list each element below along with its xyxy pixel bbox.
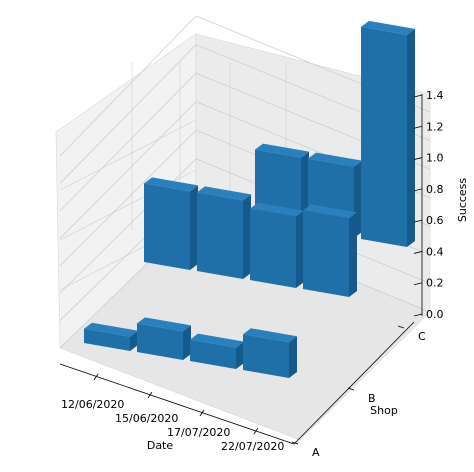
bar-side <box>183 325 191 360</box>
bar-b-17-07-2020 <box>250 202 304 288</box>
bar-c-22-07-2020 <box>361 20 415 247</box>
bar-side <box>349 212 357 297</box>
z-tick-label: 0.8 <box>426 183 444 196</box>
z-tick-label: 1.2 <box>426 120 444 133</box>
x-tick-label: 22/07/2020 <box>221 440 284 453</box>
y-tick-label: B <box>368 392 376 405</box>
z-tick-mark <box>413 219 423 223</box>
bar-side <box>243 194 251 279</box>
z-tick-mark <box>413 94 423 98</box>
bar-side <box>130 330 138 351</box>
z-gridline <box>59 15 431 157</box>
bar-b-15-06-2020 <box>197 186 251 279</box>
bar-top <box>197 186 251 201</box>
bar-side <box>190 185 198 270</box>
bar-front <box>137 323 183 360</box>
y-tick-mark <box>397 325 405 329</box>
bar-a-17-07-2020 <box>190 333 244 369</box>
x-tick-label: 17/07/2020 <box>167 426 230 439</box>
z-tick-mark <box>413 282 423 286</box>
bar-front <box>303 210 349 297</box>
axis-lines <box>59 94 423 445</box>
bar-top <box>84 322 138 337</box>
z-gridline <box>59 44 431 184</box>
bar-front <box>190 339 236 369</box>
x-tick-mark <box>253 427 259 435</box>
bar-front <box>243 334 289 378</box>
x-axis-label: Date <box>147 439 174 452</box>
bar-top <box>308 152 362 167</box>
bar-a-12-06-2020 <box>84 322 138 351</box>
y-axis-line <box>293 321 415 445</box>
y-tick-label: C <box>418 330 426 343</box>
x-axis-line <box>59 363 295 445</box>
bar-top <box>250 202 304 217</box>
x-tick-label: 12/06/2020 <box>61 398 124 411</box>
z-tick-mark <box>413 125 423 129</box>
z-gridline <box>59 72 431 212</box>
bar-a-22-07-2020 <box>243 328 297 378</box>
z-tick-label: 0.0 <box>426 308 444 321</box>
z-tick-mark <box>413 157 423 160</box>
bar-b-22-07-2020 <box>303 204 357 297</box>
bar-side <box>407 28 415 247</box>
y-tick-label: A <box>312 446 320 459</box>
bar-a-15-06-2020 <box>137 317 191 360</box>
bar-front <box>197 192 243 279</box>
z-tick-mark <box>413 313 423 317</box>
z-axis-label: Success <box>456 178 469 223</box>
z-tick-label: 0.6 <box>426 214 444 227</box>
y-axis-ticks: A B C <box>291 325 426 459</box>
y-axis-label: Shop <box>370 404 398 417</box>
bar-front <box>250 208 296 288</box>
bar-top <box>190 333 244 348</box>
bar-front <box>84 328 130 351</box>
bar-side <box>289 336 297 378</box>
bar-side <box>296 210 304 288</box>
bar-b-12-06-2020 <box>144 177 198 270</box>
bar-top <box>361 20 415 35</box>
z-tick-label: 0.4 <box>426 245 444 258</box>
x-tick-mark <box>147 391 153 399</box>
bar-top <box>255 143 309 158</box>
bar-side <box>236 341 244 369</box>
bar-top <box>303 204 357 219</box>
y-gridline <box>59 119 197 191</box>
x-tick-mark <box>93 373 99 381</box>
x-tick-label: 15/06/2020 <box>115 412 178 425</box>
y-tick-mark <box>291 441 299 445</box>
bars <box>84 20 415 378</box>
z-tick-label: 1.4 <box>426 89 444 102</box>
bar-front <box>361 26 407 247</box>
bar-top <box>144 177 198 192</box>
z-tick-mark <box>413 251 423 254</box>
z-tick-mark <box>413 188 423 192</box>
bar-front <box>144 183 190 270</box>
bar-top <box>243 328 297 343</box>
x-tick-mark <box>199 409 205 417</box>
z-axis-ticks: 0.0 0.2 0.4 0.6 0.8 1.0 1.2 1.4 <box>413 89 444 321</box>
z-tick-label: 1.0 <box>426 152 444 165</box>
bar-top <box>137 317 191 332</box>
y-tick-mark <box>347 387 355 391</box>
z-tick-label: 0.2 <box>426 277 444 290</box>
